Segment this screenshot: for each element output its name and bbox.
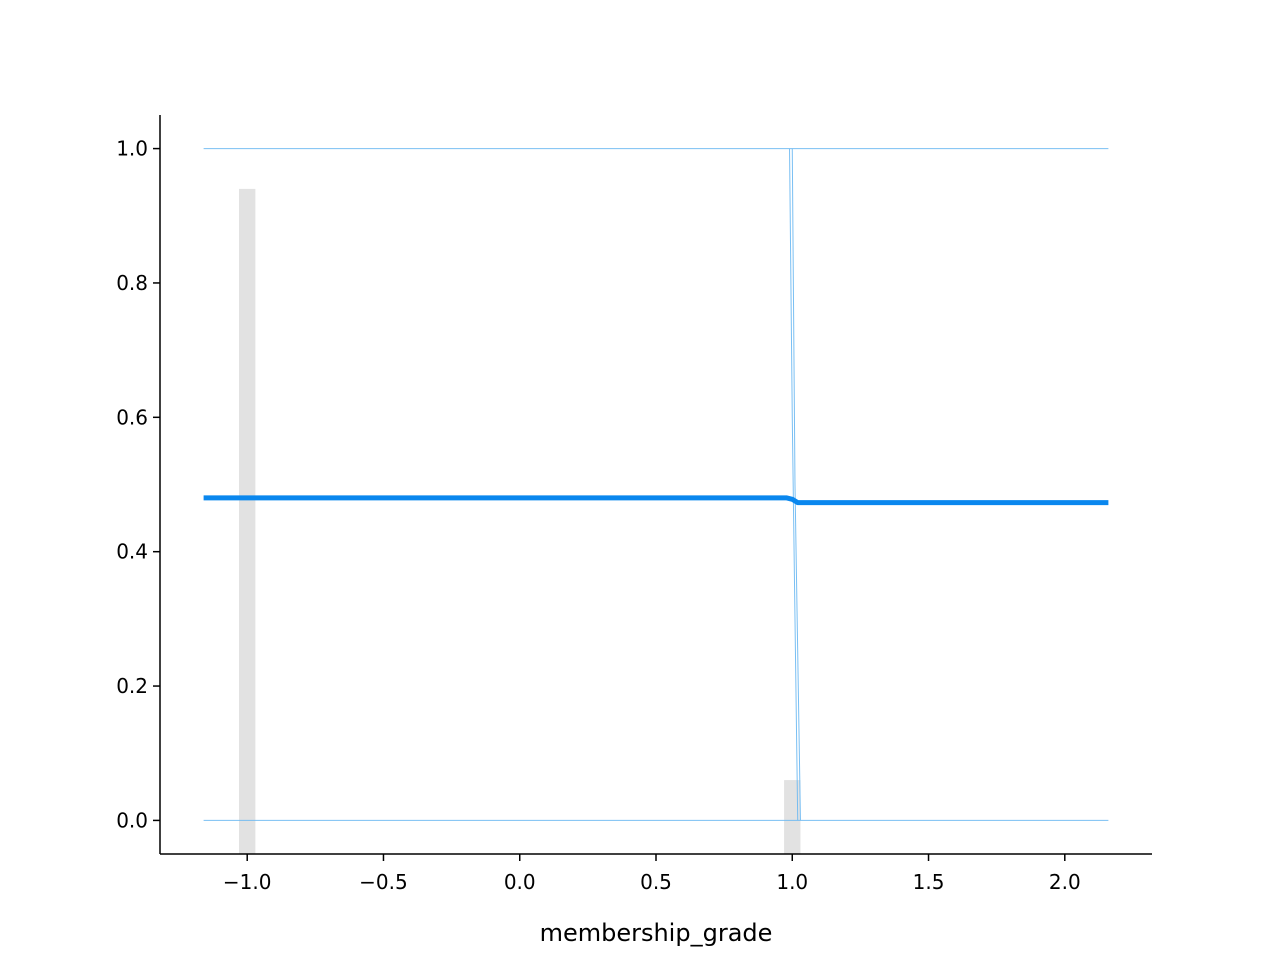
- x-tick-label: 1.0: [776, 870, 808, 894]
- axes: [159, 115, 1152, 855]
- x-tick-label: −0.5: [359, 870, 408, 894]
- individual-line: [789, 148, 799, 821]
- y-tick-label: 1.0: [116, 137, 148, 161]
- y-tick-label: 0.0: [116, 808, 148, 832]
- y-tick-label: 0.6: [116, 405, 148, 429]
- y-tick-label: 0.2: [116, 674, 148, 698]
- average-line-layer: [203, 495, 1109, 506]
- x-tick-label: 1.5: [913, 870, 945, 894]
- individual-line: [791, 148, 801, 821]
- individual-lines-layer: [203, 148, 1109, 821]
- average-line: [203, 495, 1109, 506]
- x-tick-label: −1.0: [223, 870, 272, 894]
- x-axis-title: membership_grade: [540, 919, 773, 947]
- histogram-bar: [239, 188, 256, 854]
- x-tick-label: 2.0: [1049, 870, 1081, 894]
- y-ticks: 0.0 0.2 0.4 0.6 0.8 1.0: [116, 137, 160, 832]
- x-tick-label: 0.5: [640, 870, 672, 894]
- y-tick-label: 0.8: [116, 271, 148, 295]
- histogram-bar: [784, 780, 801, 854]
- y-tick-label: 0.4: [116, 540, 148, 564]
- x-ticks: −1.0 −0.5 0.0 0.5 1.0 1.5 2.0: [223, 854, 1081, 894]
- histogram-layer: [239, 188, 801, 854]
- x-tick-label: 0.0: [504, 870, 536, 894]
